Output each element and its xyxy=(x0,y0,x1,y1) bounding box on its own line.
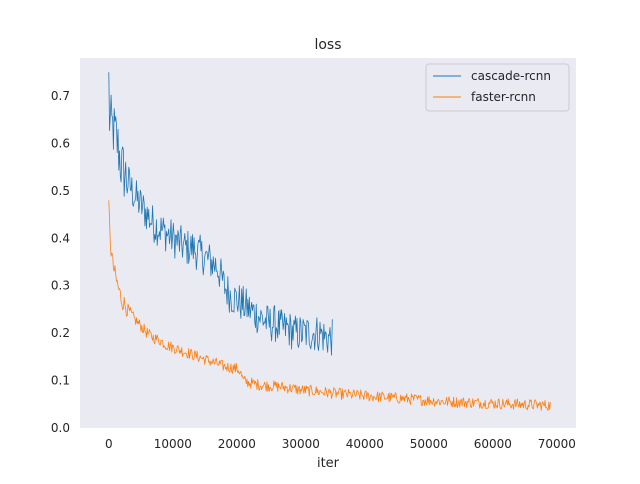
x-tick-label: 50000 xyxy=(410,437,448,451)
series-lines xyxy=(108,72,551,411)
y-tick-label: 0.2 xyxy=(51,326,70,340)
legend: cascade-rcnn faster-rcnn xyxy=(425,63,570,112)
x-tick-label: 60000 xyxy=(474,437,512,451)
y-tick-labels: 0.0 0.1 0.2 0.3 0.4 0.5 0.6 0.7 xyxy=(51,89,70,435)
x-tick-label: 70000 xyxy=(538,437,576,451)
chart-title: loss xyxy=(314,37,341,53)
x-tick-label: 40000 xyxy=(346,437,384,451)
x-tick-labels: 0 10000 20000 30000 40000 50000 60000 70000 xyxy=(105,437,576,451)
y-tick-label: 0.4 xyxy=(51,231,70,245)
y-tick-label: 0.3 xyxy=(51,279,70,293)
x-tick-label: 30000 xyxy=(282,437,320,451)
y-tick-label: 0.5 xyxy=(51,184,70,198)
x-tick-label: 0 xyxy=(105,437,113,451)
series-line-faster-rcnn xyxy=(108,200,551,411)
legend-label: faster-rcnn xyxy=(471,90,536,104)
x-tick-label: 10000 xyxy=(154,437,192,451)
series-line-cascade-rcnn xyxy=(108,72,333,356)
plot-background xyxy=(80,58,576,428)
legend-box xyxy=(425,63,570,112)
x-axis-label: iter xyxy=(317,456,340,471)
y-tick-label: 0.0 xyxy=(51,421,70,435)
y-tick-label: 0.1 xyxy=(51,374,70,388)
x-tick-label: 20000 xyxy=(218,437,256,451)
y-tick-label: 0.6 xyxy=(51,136,70,150)
legend-label: cascade-rcnn xyxy=(471,69,551,83)
y-tick-label: 0.7 xyxy=(51,89,70,103)
